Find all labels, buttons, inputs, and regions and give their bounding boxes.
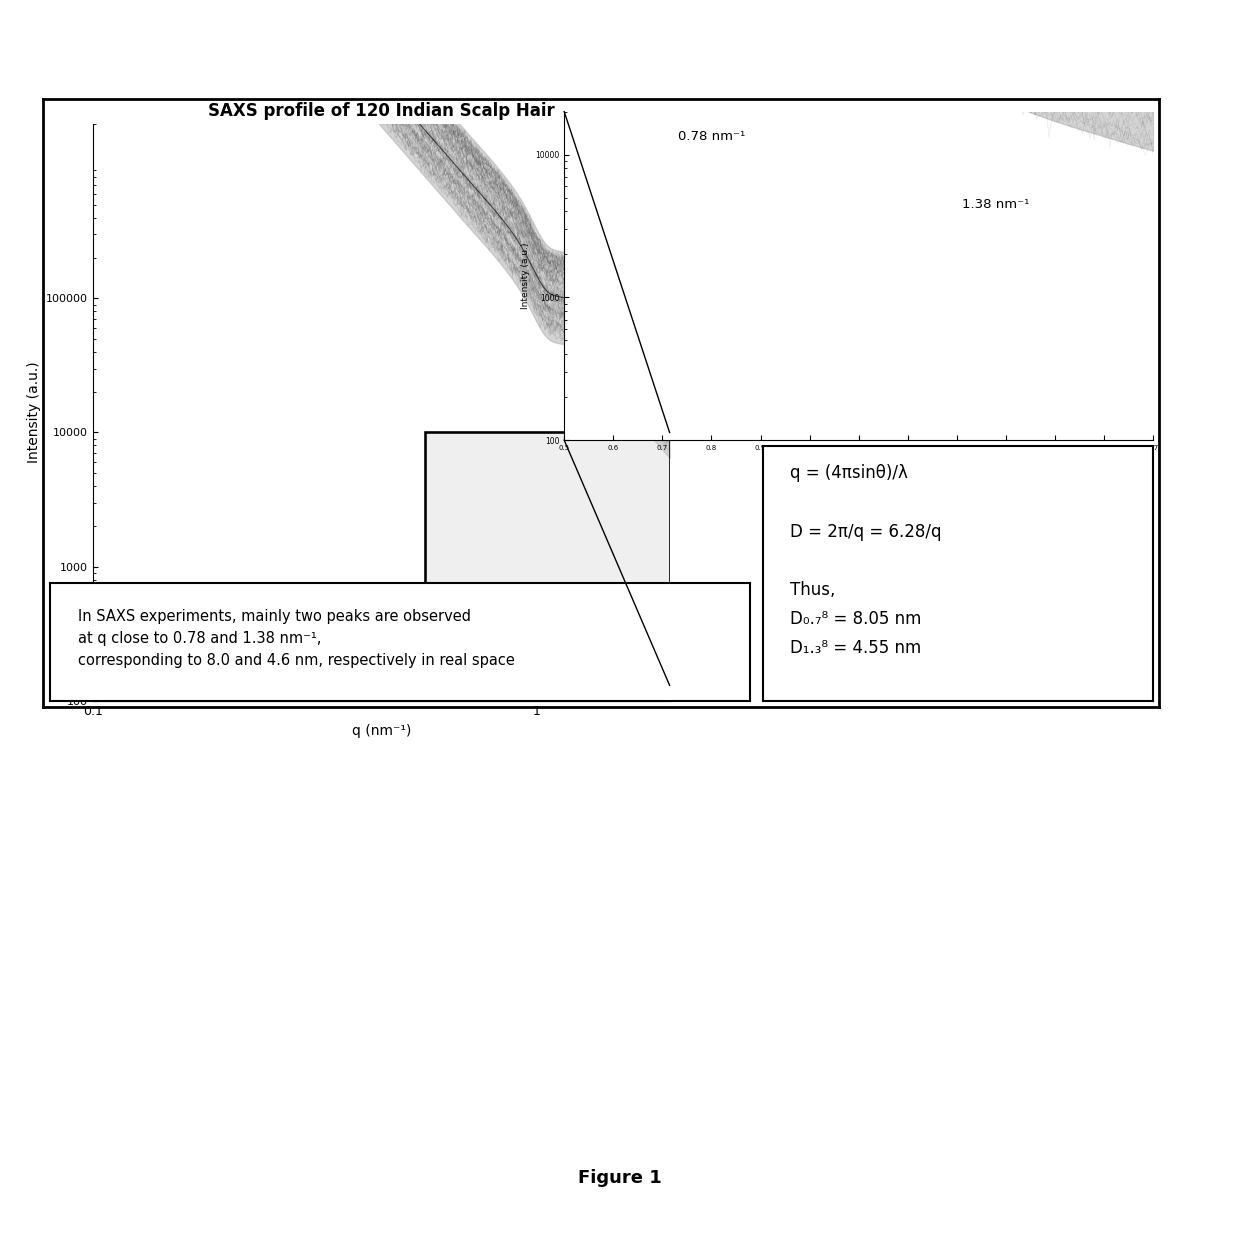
Bar [424, 433, 670, 686]
X-axis label: q (nm⁻¹): q (nm⁻¹) [839, 456, 878, 465]
Y-axis label: Intensity (a.u.): Intensity (a.u.) [26, 362, 41, 463]
Text: In SAXS experiments, mainly two peaks are observed
at q close to 0.78 and 1.38 n: In SAXS experiments, mainly two peaks ar… [78, 609, 515, 668]
Y-axis label: Intensity (a.u.): Intensity (a.u.) [521, 243, 529, 309]
Text: q = (4πsinθ)/λ

D = 2π/q = 6.28/q

Thus,
D₀.₇⁸ = 8.05 nm
D₁.₃⁸ = 4.55 nm: q = (4πsinθ)/λ D = 2π/q = 6.28/q Thus, D… [790, 464, 941, 657]
Text: 0.78 nm⁻¹: 0.78 nm⁻¹ [678, 130, 745, 144]
Title: SAXS profile of 120 Indian Scalp Hair: SAXS profile of 120 Indian Scalp Hair [208, 102, 554, 120]
Text: 1.38 nm⁻¹: 1.38 nm⁻¹ [962, 198, 1030, 211]
Bar [424, 433, 670, 686]
Text: Figure 1: Figure 1 [578, 1169, 662, 1187]
X-axis label: q (nm⁻¹): q (nm⁻¹) [352, 724, 410, 738]
